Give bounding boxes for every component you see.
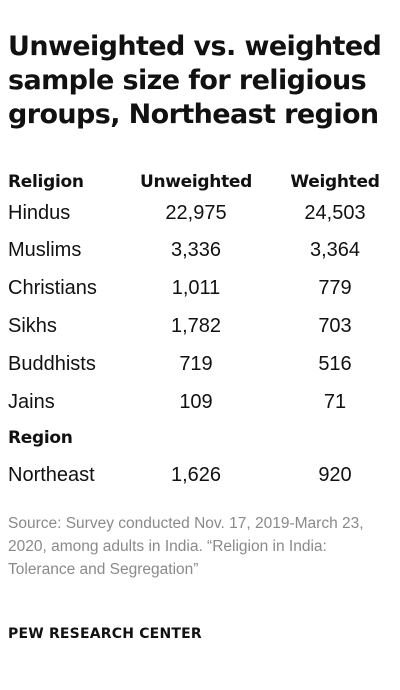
unweighted-value: 3,336 [170,239,222,261]
region-section-header: Region [0,423,400,453]
unweighted-value: 719 [179,353,213,375]
table-row: Christians 1,011 779 [0,273,400,303]
religion-name: Hindus [8,202,71,224]
unweighted-column-header: Unweighted [139,172,253,192]
religion-name: Muslims [8,239,82,261]
unweighted-value: 22,975 [165,202,227,224]
table-row: Hindus 22,975 24,503 [0,198,400,228]
religion-name: Buddhists [8,353,96,375]
religion-name: Christians [8,277,97,299]
region-name: Northeast [8,464,95,486]
religion-name: Sikhs [8,315,57,337]
religion-column-header: Religion [8,172,84,192]
weighted-value: 779 [318,277,352,299]
table-row: Muslims 3,336 3,364 [0,235,400,265]
pew-research-center-logo-text: PEW RESEARCH CENTER [8,626,202,642]
weighted-value: 3,364 [309,239,361,261]
table-row: Jains 109 71 [0,387,400,417]
unweighted-value: 1,782 [170,315,222,337]
weighted-value: 920 [318,464,352,486]
region-header-label: Region [8,428,73,448]
source-note: Source: Survey conducted Nov. 17, 2019-M… [8,515,364,578]
weighted-column-header: Weighted [290,172,380,192]
table-header-row: Religion Unweighted Weighted [0,167,400,197]
table-row: Sikhs 1,782 703 [0,311,400,341]
table-row: Buddhists 719 516 [0,349,400,379]
religion-name: Jains [8,391,55,413]
unweighted-value: 1,626 [170,464,222,486]
page-title: Unweighted vs. weighted sample size for … [8,31,382,130]
unweighted-value: 1,011 [171,277,221,299]
weighted-value: 516 [318,353,352,375]
table-row: Northeast 1,626 920 [0,460,400,490]
weighted-value: 24,503 [304,202,366,224]
weighted-value: 703 [318,315,352,337]
unweighted-value: 109 [179,391,213,413]
weighted-value: 71 [323,391,347,413]
